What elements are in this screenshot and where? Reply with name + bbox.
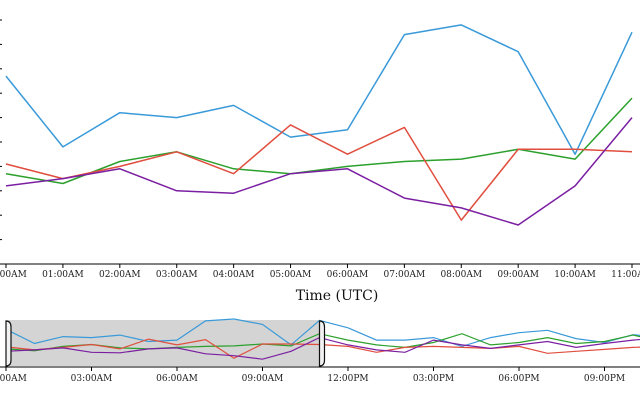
x-tick-label: 04:00AM [213,270,255,280]
y-axis-ticks [0,19,2,265]
context-chart[interactable]: 00:00AM 03:00AM 06:00AM 09:00AM 12:00PM 03:00… [0,318,640,384]
context-x-tick-label: 06:00AM [156,374,198,384]
x-tick-label: 08:00AM [440,270,482,280]
x-axis-ticks: 00:00AM 01:00AM 02:00AM 03:00AM 04:00AM 05:00… [0,264,640,280]
series-line-2 [5,97,633,185]
context-x-tick-label: 06:00PM [498,374,539,384]
x-tick-label: 06:00AM [327,270,369,280]
x-tick-label: 02:00AM [99,270,141,280]
x-tick-label: 07:00AM [384,270,426,280]
context-series-line-2 [5,333,640,352]
context-x-tick-label: 09:00PM [584,374,625,384]
x-axis-title: Time (UTC) [296,288,379,304]
brush-handle-left[interactable] [5,320,12,367]
series-line-4 [5,117,633,226]
x-tick-label: 11:00AM [611,270,640,280]
context-x-tick-label: 12:00PM [327,374,368,384]
x-tick-label: 10:00AM [554,270,596,280]
x-tick-label: 09:00AM [497,270,539,280]
context-series-line-3 [5,338,640,359]
context-x-tick-label: 03:00PM [413,374,454,384]
series-line-3 [5,124,633,221]
series-line-1 [5,24,633,155]
focus-chart: 00:00AM 01:00AM 02:00AM 03:00AM 04:00AM 05:00… [0,19,640,304]
context-x-axis-ticks: 00:00AM 03:00AM 06:00AM 09:00AM 12:00PM 03:00… [0,367,625,384]
context-series-group [5,318,640,360]
context-series-line-4 [5,336,640,360]
x-tick-label: 01:00AM [42,270,84,280]
x-tick-label: 03:00AM [156,270,198,280]
brush-handle-right[interactable] [318,320,326,367]
focus-series-group [5,24,633,226]
x-tick-label: 05:00AM [270,270,312,280]
brush-selection[interactable] [6,320,320,366]
context-x-tick-label: 09:00AM [242,374,284,384]
context-series-line-1 [5,318,640,348]
context-x-tick-label: 03:00AM [71,374,113,384]
context-x-tick-label: 00:00AM [0,374,27,384]
x-tick-label: 00:00AM [0,270,27,280]
